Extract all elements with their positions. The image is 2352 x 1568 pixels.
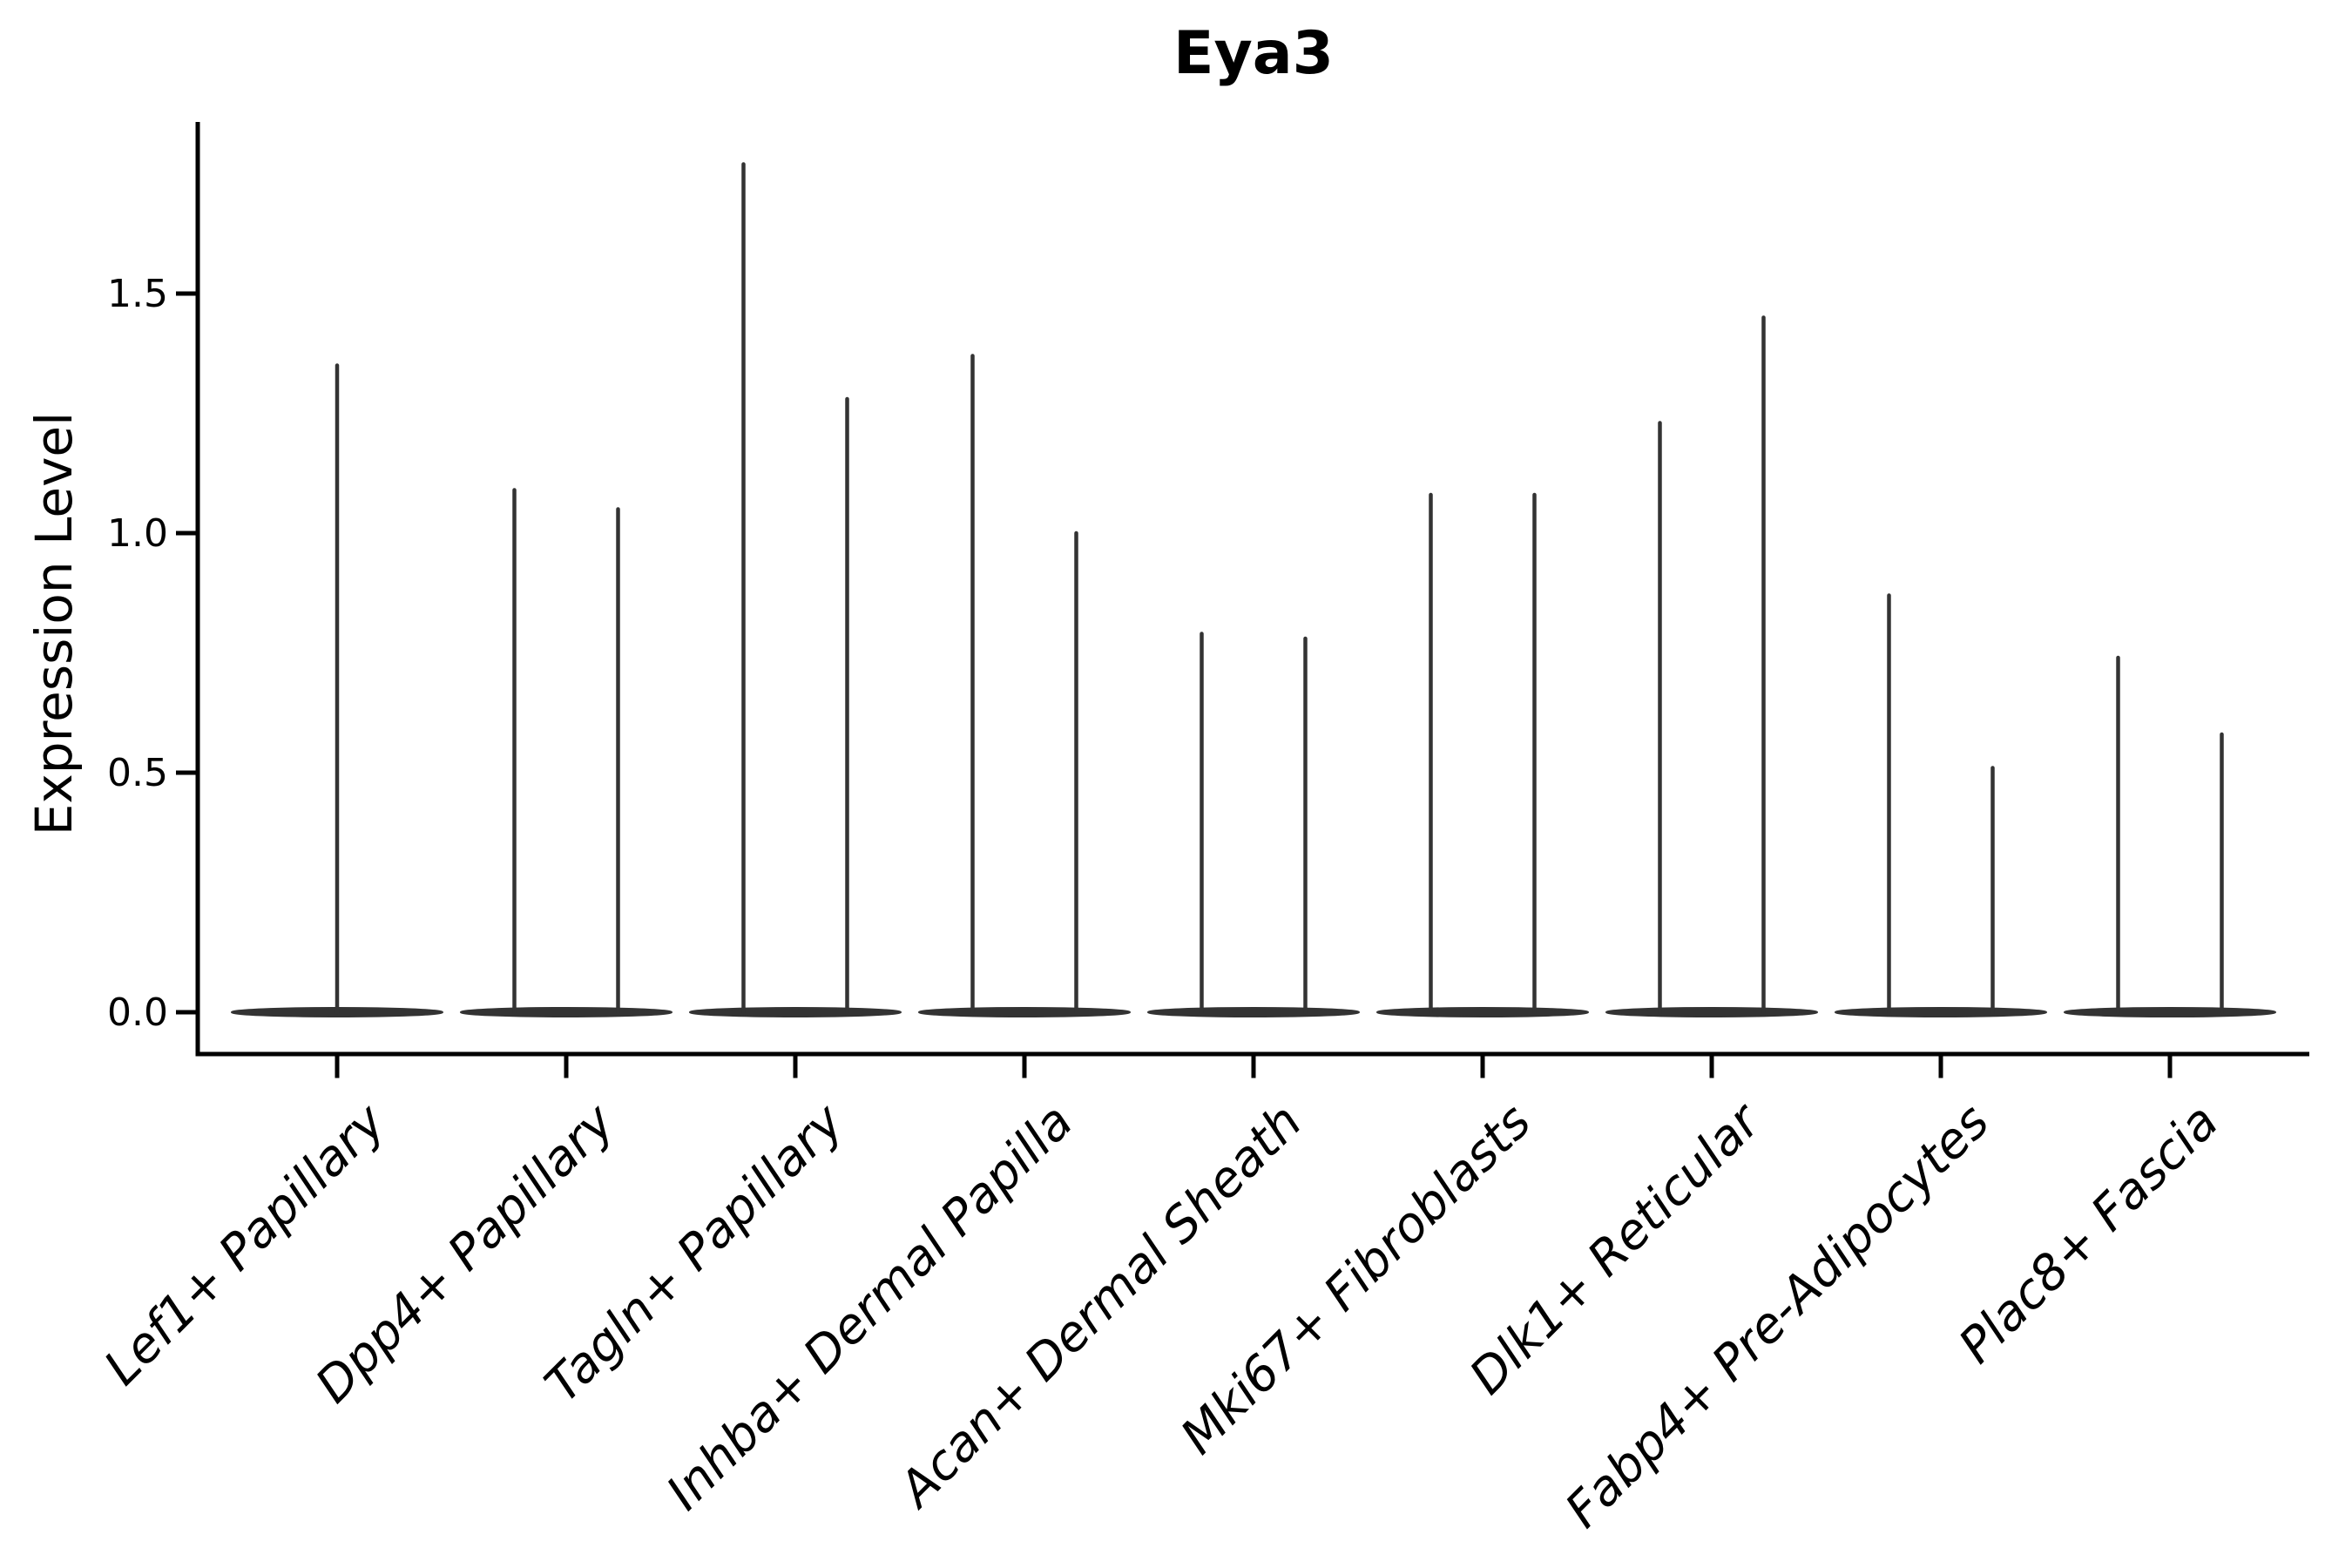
violin-body bbox=[1835, 1007, 2047, 1017]
y-tick-label: 1.5 bbox=[107, 272, 168, 316]
violin-body bbox=[2064, 1007, 2276, 1017]
violin-body bbox=[1605, 1007, 1818, 1017]
chart-title: Eya3 bbox=[1173, 19, 1334, 88]
y-tick-label: 1.0 bbox=[107, 511, 168, 556]
y-tick-label: 0.5 bbox=[107, 751, 168, 795]
violin-body bbox=[689, 1007, 902, 1017]
violin-body bbox=[460, 1007, 672, 1017]
violin-body bbox=[1147, 1007, 1360, 1017]
violin-body bbox=[918, 1007, 1131, 1017]
y-tick-label: 0.0 bbox=[107, 990, 168, 1035]
violin-body bbox=[1376, 1007, 1589, 1017]
